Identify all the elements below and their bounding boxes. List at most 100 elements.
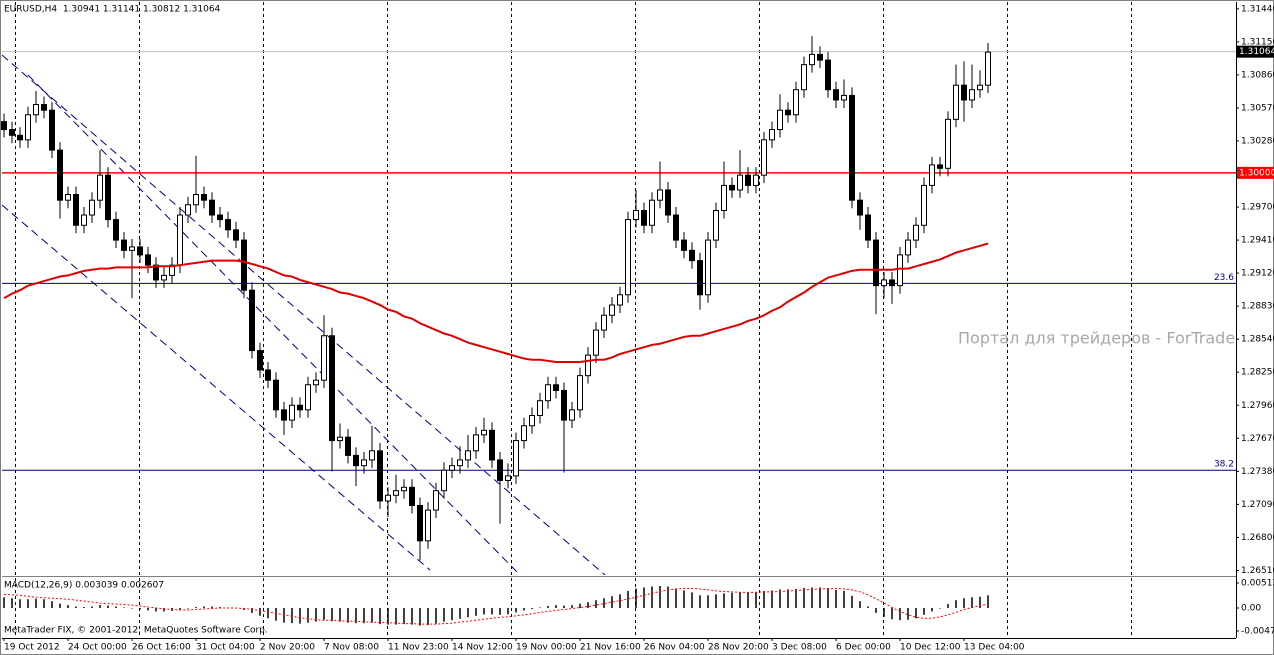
candle-body <box>145 254 151 266</box>
candle-body <box>937 164 943 169</box>
y-tick-label: 1.31150 <box>1241 37 1274 47</box>
candle-body <box>465 450 471 461</box>
candle-body <box>137 246 143 256</box>
candle-body <box>169 264 175 276</box>
candle-body <box>945 118 951 169</box>
level-price-label: 1.30000 <box>1239 168 1274 178</box>
candle-body <box>649 199 655 226</box>
candle-body <box>305 384 311 411</box>
candle-body <box>609 304 615 316</box>
y-tick-label: 1.30280 <box>1241 136 1274 146</box>
level-price-box <box>1237 166 1274 179</box>
candle-body <box>833 89 839 101</box>
x-tick-label: 19 Oct 2012 <box>4 643 60 653</box>
candle-body <box>241 239 247 291</box>
candle-body <box>665 189 671 216</box>
y-tick-label: 1.27960 <box>1241 401 1274 411</box>
candle-body <box>801 64 807 91</box>
period-separators <box>15 2 1132 638</box>
candle-body <box>881 279 887 287</box>
candle-body <box>273 379 279 411</box>
candle-body <box>113 219 119 241</box>
x-tick-label: 31 Oct 04:00 <box>196 643 255 653</box>
candle-body <box>217 214 223 221</box>
candle-body <box>433 490 439 511</box>
candle-body <box>153 264 159 281</box>
y-tick-label: 1.30570 <box>1241 103 1274 113</box>
candle-body <box>497 459 503 481</box>
y-tick-label: 1.26800 <box>1241 533 1274 543</box>
candle-body <box>185 204 191 216</box>
candle-body <box>633 209 639 221</box>
candle-body <box>361 459 367 467</box>
candle-body <box>209 199 215 216</box>
candle-body <box>177 214 183 266</box>
candle-body <box>337 436 343 442</box>
y-tick-label: 1.29700 <box>1241 203 1274 213</box>
candle-body <box>745 174 751 186</box>
channel-line <box>2 54 606 575</box>
candle-body <box>193 194 199 206</box>
last-price-label: 1.31064 <box>1239 47 1274 57</box>
candle-body <box>353 454 359 467</box>
candle-body <box>265 369 271 381</box>
candle-body <box>873 239 879 287</box>
candle-body <box>417 505 423 542</box>
candle-body <box>761 139 767 176</box>
candle-body <box>57 149 63 201</box>
candle-body <box>521 425 527 442</box>
candle-body <box>769 129 775 141</box>
x-tick-label: 6 Dec 00:00 <box>836 643 891 653</box>
candle-body <box>585 354 591 377</box>
candle-body <box>473 434 479 452</box>
y-tick-label: 0.00512 <box>1241 578 1274 588</box>
candle-body <box>593 329 599 356</box>
candle-body <box>961 84 967 101</box>
candle-body <box>713 209 719 241</box>
candle-body <box>1 121 7 131</box>
fib-label: 23.6 <box>1214 273 1234 283</box>
candle-body <box>577 375 583 411</box>
y-tick-label: 1.26510 <box>1241 566 1274 576</box>
x-tick-label: 19 Nov 00:00 <box>516 643 577 653</box>
candle-body <box>41 104 47 111</box>
y-tick-label: 0.00 <box>1241 604 1261 614</box>
candle-body <box>481 429 487 436</box>
candle-body <box>281 409 287 421</box>
candle-body <box>201 194 207 201</box>
candle-body <box>257 350 263 371</box>
candle-body <box>25 114 31 141</box>
candle-body <box>49 109 55 151</box>
candle-body <box>537 400 543 417</box>
x-tick-label: 7 Nov 08:00 <box>324 643 379 653</box>
candle-body <box>553 384 559 391</box>
candle-body <box>825 59 831 91</box>
candle-body <box>73 194 79 226</box>
candle-body <box>625 219 631 296</box>
candle-body <box>809 53 815 66</box>
candle-body <box>9 129 15 136</box>
x-tick-label: 14 Nov 12:00 <box>452 643 513 653</box>
y-tick-label: 1.30860 <box>1241 70 1274 80</box>
candle-body <box>289 404 295 421</box>
candle-body <box>105 174 111 221</box>
symbol-header: EURUSD,H4 1.30941 1.31141 1.30812 1.3106… <box>4 5 221 15</box>
candle-body <box>865 214 871 241</box>
candle-body <box>721 184 727 211</box>
candle-body <box>729 184 735 191</box>
candle-body <box>409 486 415 507</box>
candle-body <box>225 219 231 231</box>
y-tick-label: 1.27670 <box>1241 434 1274 444</box>
candle-body <box>817 53 823 61</box>
candle-body <box>897 254 903 287</box>
candle-body <box>737 174 743 191</box>
channel-line <box>2 204 431 571</box>
candle-body <box>489 429 495 461</box>
x-tick-label: 21 Nov 16:00 <box>580 643 641 653</box>
moving-average <box>3 242 989 363</box>
candle-body <box>121 239 127 251</box>
candle-body <box>81 214 87 226</box>
last-price-box <box>1237 45 1274 58</box>
candle-body <box>561 389 567 421</box>
